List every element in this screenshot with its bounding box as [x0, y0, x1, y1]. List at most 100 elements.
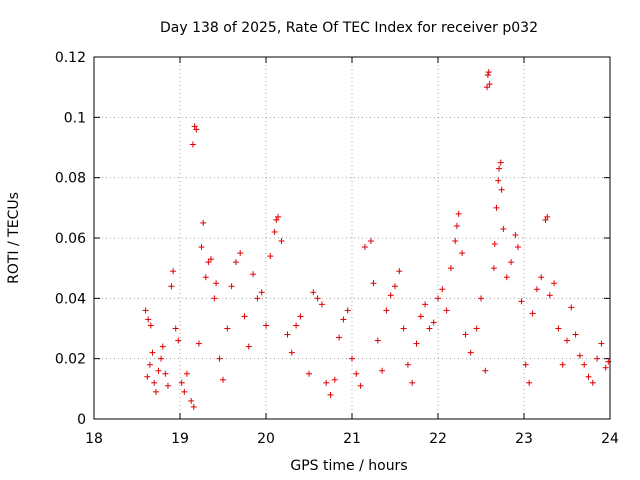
data-point [144, 373, 151, 380]
x-tick-label: 24 [601, 431, 619, 447]
data-point [142, 307, 149, 314]
y-tick-label: 0.08 [55, 171, 86, 187]
data-point [170, 268, 177, 275]
data-point [439, 286, 446, 293]
data-point [518, 298, 525, 305]
x-tick-label: 22 [429, 431, 447, 447]
data-point [430, 319, 437, 326]
data-point [152, 388, 159, 395]
data-point [357, 382, 364, 389]
data-point [486, 81, 493, 88]
data-point [318, 301, 325, 308]
data-point [361, 244, 368, 251]
data-point [581, 361, 588, 368]
data-point [379, 367, 386, 374]
data-point [195, 340, 202, 347]
data-point [191, 123, 198, 130]
data-point [473, 325, 480, 332]
data-point [467, 349, 474, 356]
data-point [551, 280, 558, 287]
data-point [482, 367, 489, 374]
data-point [193, 126, 200, 133]
data-point [555, 325, 562, 332]
data-point [508, 259, 515, 266]
x-tick-label: 19 [171, 431, 189, 447]
data-point [273, 216, 280, 223]
data-point [323, 379, 330, 386]
data-point [263, 322, 269, 329]
axis-ticks: 18 19 20 21 22 23 24 0 0.02 0.04 0.06 0.08 0.1 0.12 [55, 50, 619, 447]
data-point [250, 271, 257, 278]
data-point [533, 286, 540, 293]
data-point [417, 313, 424, 320]
data-point [293, 322, 300, 329]
data-point [306, 370, 312, 377]
data-point [164, 382, 171, 389]
data-point [241, 313, 248, 320]
data-point [146, 361, 153, 368]
data-point [213, 280, 220, 287]
data-point [462, 331, 469, 338]
data-point [331, 376, 338, 383]
data-point [594, 355, 601, 362]
data-point [147, 322, 154, 329]
grid-lines [94, 57, 610, 419]
data-point [459, 250, 466, 257]
data-point [175, 337, 182, 344]
data-point [392, 283, 398, 290]
data-point [172, 325, 179, 332]
data-point [207, 256, 214, 263]
data-point [485, 69, 492, 76]
data-point [159, 343, 166, 350]
data-point [493, 204, 500, 211]
data-point [409, 379, 416, 386]
data-point [288, 349, 295, 356]
data-point [496, 165, 503, 172]
data-point [155, 367, 162, 374]
y-tick-label: 0.12 [55, 50, 86, 66]
data-point [314, 295, 321, 302]
plot-frame [93, 56, 611, 420]
data-point [512, 231, 519, 238]
data-point [284, 331, 291, 338]
data-point [529, 310, 536, 317]
data-point [514, 244, 521, 251]
data-point [559, 361, 566, 368]
data-point [544, 213, 551, 220]
data-point [497, 159, 504, 166]
data-point [443, 307, 450, 314]
y-tick-label: 0.1 [64, 110, 86, 126]
data-point [275, 213, 282, 220]
data-point [576, 352, 583, 359]
data-point [490, 265, 497, 272]
data-point [228, 283, 235, 290]
data-point [522, 361, 529, 368]
data-point [564, 337, 570, 344]
data-point [211, 295, 218, 302]
data-point [447, 265, 454, 272]
data-point [202, 274, 209, 281]
x-tick-label: 20 [257, 431, 275, 447]
data-point [400, 325, 407, 332]
data-point [367, 238, 374, 245]
data-point [572, 331, 579, 338]
data-point [224, 325, 231, 332]
data-point [188, 397, 195, 404]
data-point [245, 343, 252, 350]
data-point [145, 316, 152, 323]
data-point [538, 274, 545, 281]
y-tick-label: 0.06 [55, 231, 86, 247]
data-point [149, 349, 156, 356]
data-point [426, 325, 433, 332]
data-point [422, 301, 429, 308]
data-point [216, 355, 223, 362]
data-point [271, 228, 278, 235]
data-point [232, 259, 239, 266]
data-point [198, 244, 205, 251]
data-point [168, 283, 175, 290]
data-point [278, 238, 285, 245]
data-point [495, 177, 502, 184]
data-point [453, 222, 460, 229]
data-point [396, 268, 403, 275]
data-point [189, 141, 196, 148]
